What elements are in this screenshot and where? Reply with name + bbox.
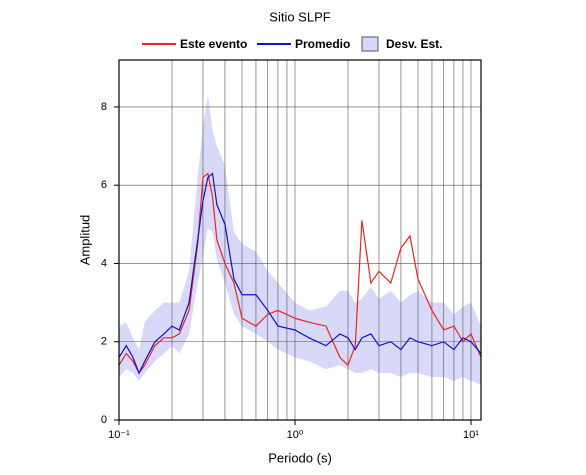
- chart-title: Sitio SLPF: [269, 9, 330, 24]
- y-tick-label: 6: [101, 179, 107, 191]
- y-tick-label: 2: [101, 336, 107, 348]
- y-axis-title: Amplitud: [77, 215, 92, 266]
- x-tick-label: 10⁰: [287, 429, 304, 441]
- legend-label: Este evento: [180, 37, 247, 51]
- std-band: [119, 95, 481, 385]
- legend: Este evento Promedio Desv. Est.: [142, 36, 442, 52]
- legend-swatch: [361, 36, 379, 52]
- y-tick-label: 8: [101, 101, 107, 113]
- series-line: [118, 172, 482, 375]
- legend-label: Desv. Est.: [386, 37, 442, 51]
- plot-frame: [118, 59, 482, 421]
- y-tick-label: 0: [101, 414, 107, 426]
- x-tick-label: 10⁻¹: [108, 429, 130, 441]
- x-axis-title: Periodo (s): [268, 450, 332, 465]
- series-line: [118, 172, 482, 375]
- x-tick-label: 10¹: [463, 429, 479, 441]
- legend-label: Promedio: [295, 37, 350, 51]
- y-tick-label: 4: [101, 257, 107, 269]
